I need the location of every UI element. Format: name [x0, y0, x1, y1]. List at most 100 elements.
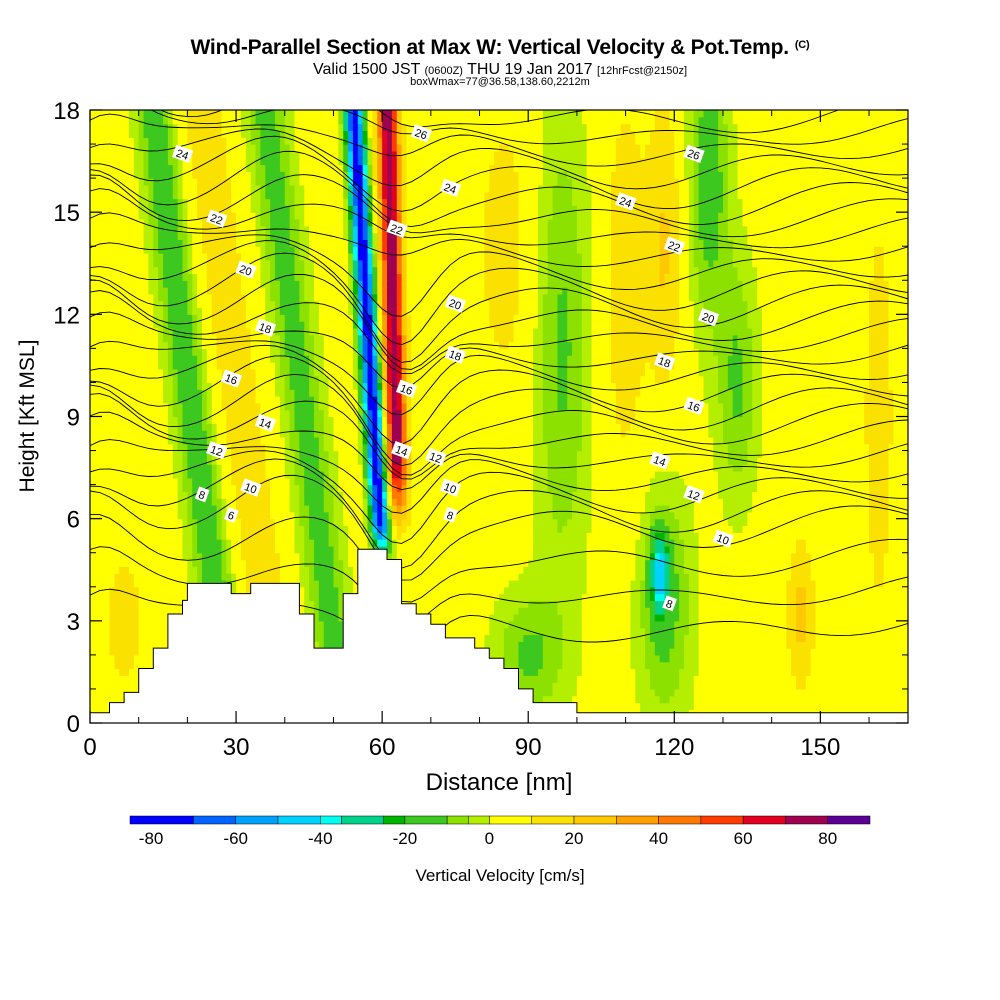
field-cell: [572, 593, 578, 601]
field-cell: [455, 559, 461, 567]
field-cell: [786, 675, 792, 683]
field-cell: [679, 600, 685, 608]
field-cell: [99, 634, 106, 642]
field-cell: [606, 532, 612, 540]
field-cell: [343, 525, 349, 533]
field-cell: [411, 566, 417, 574]
field-cell: [805, 620, 812, 629]
field-cell: [572, 627, 578, 636]
field-cell: [236, 532, 242, 540]
field-cell: [761, 627, 768, 636]
field-cell: [567, 654, 573, 663]
field-cell: [158, 518, 164, 527]
field-cell: [830, 545, 836, 554]
field-cell: [800, 579, 807, 588]
field-cell: [221, 525, 227, 533]
field-cell: [586, 654, 593, 663]
field-cell: [128, 532, 135, 540]
field-cell: [893, 532, 899, 540]
field-cell: [542, 559, 549, 567]
field-cell: [815, 525, 821, 533]
field-cell: [562, 559, 568, 567]
field-cell: [284, 552, 291, 561]
field-cell: [124, 525, 130, 533]
field-cell: [893, 675, 899, 683]
field-cell: [839, 702, 846, 710]
field-cell: [479, 579, 485, 588]
field-cell: [903, 545, 908, 554]
field-cell: [542, 648, 549, 656]
field-cell: [610, 552, 617, 561]
field-cell: [688, 559, 695, 567]
field-cell: [440, 559, 447, 567]
field-cell: [903, 593, 908, 601]
field-cell: [606, 634, 612, 642]
field-cell: [640, 654, 646, 663]
field-cell: [645, 532, 651, 540]
field-cell: [601, 559, 607, 567]
field-cell: [343, 566, 349, 574]
field-cell: [854, 573, 860, 581]
field-cell: [148, 573, 154, 581]
field-cell: [455, 552, 461, 561]
field-cell: [411, 545, 417, 554]
field-cell: [338, 532, 344, 540]
field-cell: [615, 641, 622, 649]
field-cell: [776, 593, 783, 601]
field-cell: [713, 654, 719, 663]
field-cell: [425, 573, 432, 581]
field-cell: [654, 641, 661, 649]
field-cell: [596, 525, 602, 533]
field-cell: [552, 525, 559, 533]
field-cell: [903, 634, 908, 642]
field-cell: [737, 600, 744, 608]
field-cell: [659, 566, 666, 574]
field-cell: [893, 525, 899, 533]
field-cell: [684, 688, 690, 697]
field-cell: [255, 552, 262, 561]
field-cell: [718, 661, 724, 670]
field-cell: [898, 539, 904, 547]
field-cell: [810, 675, 817, 683]
field-cell: [153, 566, 159, 574]
field-cell: [94, 688, 101, 697]
field-cell: [572, 525, 578, 533]
field-cell: [421, 600, 427, 608]
field-cell: [713, 586, 719, 595]
field-cell: [708, 525, 714, 533]
field-cell: [518, 566, 524, 574]
field-cell: [158, 532, 164, 540]
field-cell: [781, 545, 787, 554]
field-cell: [635, 545, 641, 554]
field-cell: [226, 573, 232, 581]
field-cell: [888, 668, 894, 676]
field-cell: [830, 539, 836, 547]
field-cell: [854, 675, 860, 683]
field-cell: [245, 586, 252, 595]
field-cell: [752, 641, 758, 649]
field-cell: [893, 627, 899, 636]
field-cell: [839, 661, 846, 670]
field-cell: [313, 586, 320, 595]
field-cell: [903, 627, 908, 636]
field-cell: [304, 566, 310, 574]
field-cell: [742, 525, 748, 533]
field-cell: [450, 614, 456, 622]
field-cell: [878, 566, 885, 574]
field-cell: [537, 634, 544, 642]
field-cell: [343, 586, 349, 595]
field-cell: [869, 661, 875, 670]
field-cell: [722, 702, 729, 710]
field-cell: [99, 559, 106, 567]
field-cell: [552, 607, 559, 615]
field-cell: [533, 607, 539, 615]
field-cell: [732, 545, 739, 554]
field-cell: [596, 518, 602, 527]
field-cell: [562, 682, 568, 690]
field-cell: [343, 532, 349, 540]
field-cell: [752, 525, 758, 533]
field-cell: [348, 573, 354, 581]
field-cell: [786, 573, 792, 581]
field-cell: [508, 545, 515, 554]
field-cell: [878, 695, 885, 704]
